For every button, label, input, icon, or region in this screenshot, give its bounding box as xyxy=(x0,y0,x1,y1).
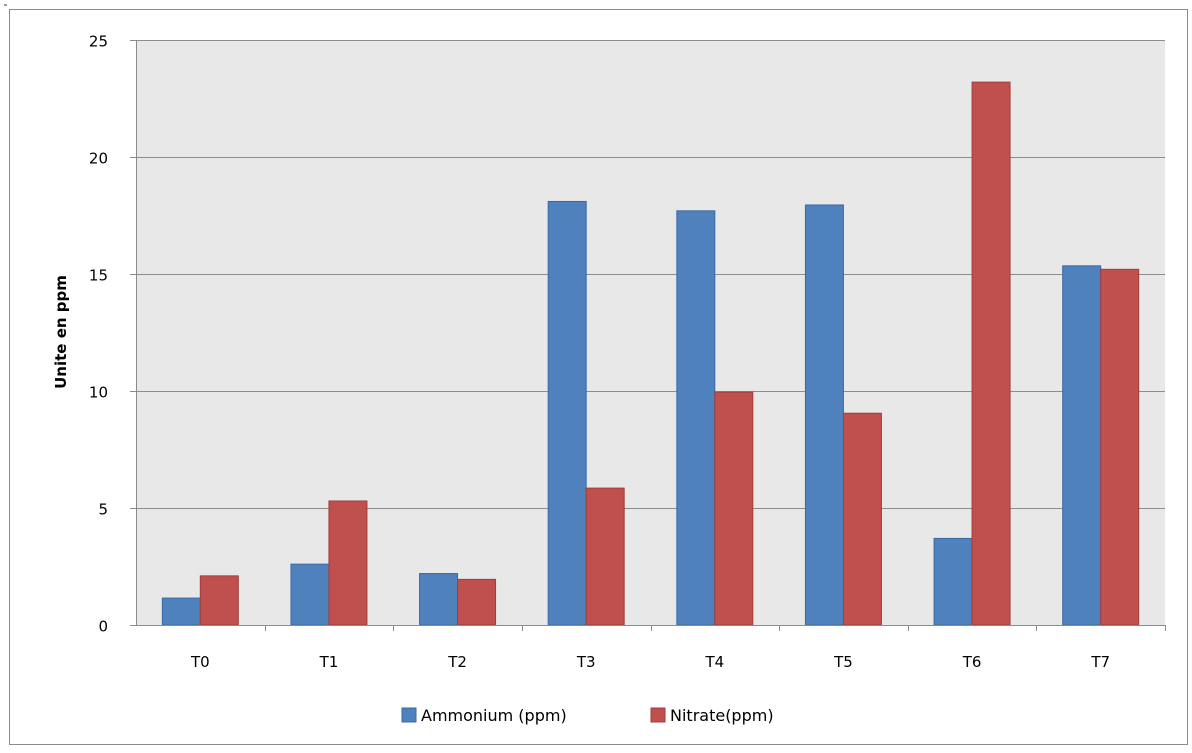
y-tick-label: 20 xyxy=(89,150,108,168)
x-tick-label: T2 xyxy=(447,653,467,671)
legend: Ammonium (ppm) Nitrate(ppm) xyxy=(401,706,774,725)
legend-label-nitrate: Nitrate(ppm) xyxy=(670,706,774,725)
bar-ammonium-t6 xyxy=(933,537,973,626)
bar-nitrate-t1 xyxy=(328,500,368,626)
bar-ammonium-t2 xyxy=(419,573,459,626)
x-axis: T0 T1 T2 T3 T4 T5 T6 T7 xyxy=(136,625,1166,671)
plot-area xyxy=(136,40,1165,625)
x-tick-label: T3 xyxy=(576,653,596,671)
x-tick-label: T4 xyxy=(704,653,724,671)
y-tick-label: 10 xyxy=(89,384,108,402)
bar-ammonium-t5 xyxy=(804,204,844,626)
x-tick-label: T6 xyxy=(962,653,982,671)
legend-swatch-nitrate xyxy=(650,707,666,723)
bar-ammonium-t3 xyxy=(547,200,587,626)
y-axis: 0 5 10 15 20 25 xyxy=(89,33,137,636)
bar-ammonium-t0 xyxy=(161,597,201,626)
bar-ammonium-t1 xyxy=(290,563,330,626)
x-tick-label: T1 xyxy=(319,653,339,671)
bar-nitrate-t7 xyxy=(1100,268,1140,626)
bars xyxy=(161,81,1140,626)
x-tick-label: T7 xyxy=(1090,653,1110,671)
bar-nitrate-t6 xyxy=(971,81,1011,626)
y-tick-label: 5 xyxy=(98,501,108,519)
bar-ammonium-t4 xyxy=(676,210,716,626)
y-tick-label: 15 xyxy=(89,267,108,285)
bar-nitrate-t0 xyxy=(199,575,239,626)
y-tick-label: 0 xyxy=(98,618,108,636)
y-axis-title: Unite en ppm xyxy=(52,275,70,389)
y-tick-label: 25 xyxy=(89,33,108,51)
legend-label-ammonium: Ammonium (ppm) xyxy=(421,706,567,725)
bar-nitrate-t5 xyxy=(842,412,882,626)
legend-swatch-ammonium xyxy=(401,707,417,723)
bar-nitrate-t2 xyxy=(457,578,497,626)
bar-nitrate-t4 xyxy=(714,391,754,626)
bar-nitrate-t3 xyxy=(585,487,625,626)
x-tick-label: T5 xyxy=(833,653,853,671)
corner-mark xyxy=(4,4,7,6)
x-tick-label: T0 xyxy=(190,653,210,671)
bar-ammonium-t7 xyxy=(1062,265,1102,626)
